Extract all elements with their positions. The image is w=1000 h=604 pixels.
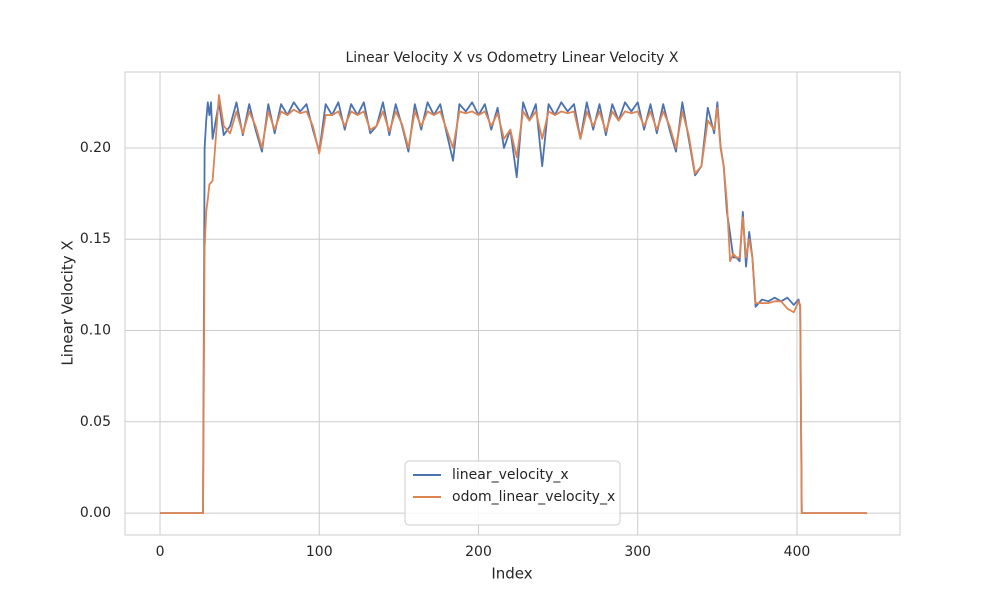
plot-frame	[124, 71, 901, 536]
data-line	[160, 94, 868, 514]
x-tick-label: 0	[156, 544, 165, 560]
y-tick-label: 0.05	[80, 414, 111, 430]
y-tick-label: 0.20	[80, 140, 111, 156]
chart-title: Linear Velocity X vs Odometry Linear Vel…	[345, 50, 678, 66]
legend-label: linear_velocity_x	[452, 467, 569, 483]
x-tick-label: 100	[306, 544, 333, 560]
x-axis-label: Index	[491, 565, 532, 583]
y-tick-label: 0.00	[80, 505, 111, 521]
legend-label: odom_linear_velocity_x	[452, 489, 615, 505]
y-tick-label: 0.10	[80, 323, 111, 339]
x-tick-label: 200	[465, 544, 492, 560]
legend-box	[404, 460, 621, 526]
y-tick-label: 0.15	[80, 231, 111, 247]
x-tick-label: 300	[624, 544, 651, 560]
y-axis-label: Linear Velocity X	[59, 240, 77, 365]
x-tick-label: 400	[784, 544, 811, 560]
data-line	[160, 101, 868, 514]
